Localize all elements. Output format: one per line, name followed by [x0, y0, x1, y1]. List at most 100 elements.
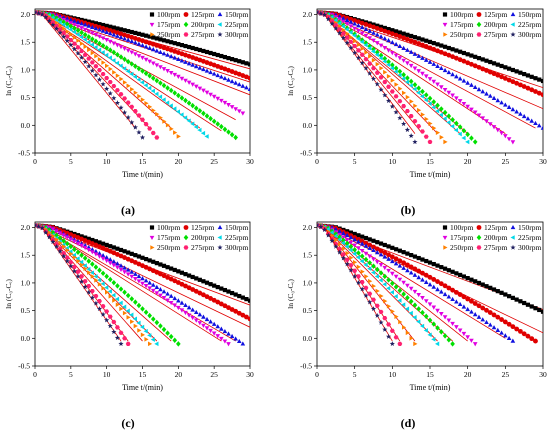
- data-point: [68, 17, 74, 22]
- data-point: [149, 12, 155, 17]
- data-point: [87, 47, 92, 53]
- data-point: [183, 21, 189, 28]
- data-point: [57, 248, 63, 254]
- data-point: [416, 69, 422, 74]
- data-point: [72, 255, 77, 260]
- legend-item-300rpm: 300rpm: [217, 30, 248, 39]
- data-point: [71, 46, 78, 52]
- data-point: [219, 336, 224, 342]
- data-point: [371, 238, 376, 243]
- data-point: [363, 235, 369, 241]
- data-point: [408, 83, 413, 88]
- data-point: [412, 272, 418, 277]
- data-point: [344, 35, 350, 40]
- data-point: [367, 36, 373, 41]
- data-point: [472, 312, 478, 317]
- data-point: [114, 335, 121, 341]
- data-point: [78, 54, 85, 60]
- data-point: [348, 16, 354, 22]
- data-point: [118, 63, 123, 69]
- data-point: [125, 292, 131, 299]
- data-point: [104, 29, 109, 35]
- data-point: [39, 11, 45, 17]
- data-point: [397, 115, 403, 121]
- data-point: [438, 311, 444, 317]
- data-point: [83, 44, 88, 50]
- legend-label: 100rpm: [157, 223, 180, 232]
- data-point: [183, 283, 188, 289]
- data-point: [442, 116, 447, 121]
- data-point: [356, 29, 361, 34]
- data-point: [61, 22, 66, 28]
- data-point: [154, 91, 159, 97]
- data-point: [58, 240, 63, 246]
- data-point: [371, 38, 376, 43]
- data-point: [61, 238, 66, 244]
- data-point: [409, 335, 414, 341]
- data-point: [363, 22, 369, 27]
- data-point: [35, 223, 42, 229]
- data-point: [72, 22, 77, 28]
- data-point: [408, 310, 413, 316]
- data-point: [139, 80, 145, 85]
- data-point: [446, 294, 452, 299]
- data-point: [390, 51, 395, 56]
- data-point: [374, 81, 380, 87]
- data-point: [383, 298, 388, 304]
- data-point: [215, 284, 220, 290]
- data-point: [151, 259, 156, 264]
- y-tick-label: 1.5: [303, 38, 313, 47]
- data-point: [89, 60, 95, 65]
- legend-label: 300rpm: [518, 243, 541, 252]
- data-point: [420, 270, 425, 276]
- data-point: [165, 52, 170, 57]
- data-point: [401, 58, 406, 63]
- data-point: [168, 87, 174, 94]
- data-point: [204, 113, 210, 119]
- data-point: [233, 292, 238, 297]
- data-point: [179, 112, 184, 117]
- data-point: [446, 120, 451, 125]
- data-point: [427, 45, 433, 51]
- data-point: [208, 115, 213, 122]
- chart-panel-2: 0 5 10 15 20 25 30 -0.5 0.0 0.5 1.0 1.5 2.0 Time t/(m…: [286, 8, 547, 217]
- data-point: [172, 72, 178, 78]
- data-point: [104, 75, 110, 81]
- data-point: [122, 336, 127, 341]
- data-point: [190, 45, 195, 51]
- data-point: [50, 239, 56, 245]
- y-tick-label: 2.0: [303, 10, 313, 19]
- data-point: [201, 292, 206, 298]
- x-tick-label: 5: [69, 370, 73, 379]
- data-point: [114, 296, 120, 302]
- data-point: [158, 271, 163, 277]
- data-point: [476, 280, 482, 286]
- data-point: [450, 123, 455, 129]
- data-point: [364, 50, 369, 55]
- data-point: [510, 67, 515, 73]
- data-point: [423, 134, 429, 139]
- data-point: [208, 92, 213, 97]
- data-point: [420, 55, 425, 60]
- data-point: [71, 252, 77, 258]
- data-point: [143, 57, 149, 62]
- data-point: [129, 50, 135, 55]
- y-tick-label: 0.5: [303, 93, 313, 102]
- data-point: [443, 139, 448, 145]
- data-point: [461, 274, 466, 279]
- data-point: [397, 30, 402, 35]
- data-point: [197, 47, 202, 53]
- data-point: [144, 337, 149, 342]
- data-point: [420, 296, 425, 301]
- data-point: [233, 336, 238, 341]
- data-point: [393, 256, 399, 262]
- data-point: [457, 57, 463, 63]
- data-point: [484, 68, 489, 73]
- data-point: [75, 24, 81, 29]
- legend-label: 125rpm: [484, 223, 507, 232]
- legend-item-150rpm: 150rpm: [510, 223, 541, 232]
- legend-item-225rpm: 225rpm: [510, 20, 541, 29]
- plot-area: [35, 9, 250, 141]
- data-point: [161, 289, 167, 294]
- data-point: [378, 252, 384, 257]
